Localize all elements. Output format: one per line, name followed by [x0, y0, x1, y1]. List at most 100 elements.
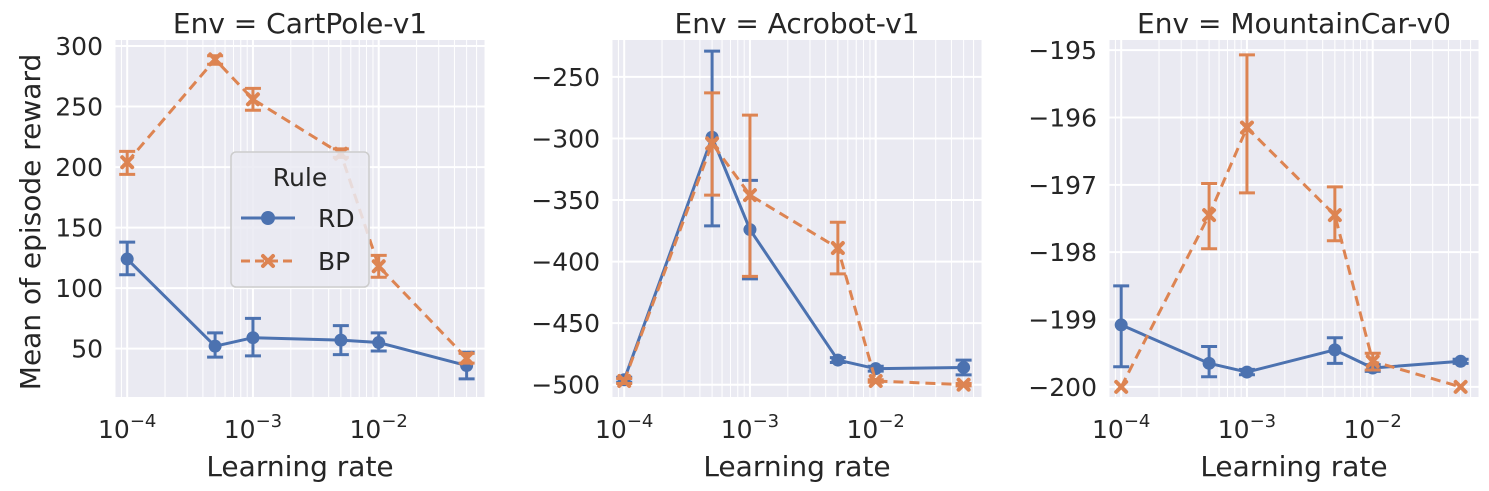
- data-point: [372, 336, 386, 350]
- data-point-stroke: [868, 373, 883, 388]
- legend: Rule RD BP: [230, 151, 370, 288]
- y-tick-label: 200: [55, 153, 103, 182]
- data-point: [1114, 379, 1129, 394]
- x-axis-label: Learning rate: [206, 450, 393, 483]
- x-tick-label: 10−3: [721, 411, 779, 444]
- data-point: [742, 188, 757, 203]
- panel-cartpole: 50 100 150 200 250 300 10−4 10−3 10−2 Env = Car…: [14, 7, 486, 483]
- data-point-stroke: [705, 136, 720, 151]
- data-point-stroke: [1239, 120, 1254, 135]
- data-point-stroke: [830, 241, 845, 256]
- x-tick-label: 10−3: [1218, 411, 1276, 444]
- legend-bp-marker: [261, 254, 275, 268]
- data-point: [830, 241, 845, 256]
- y-tick-label: 100: [55, 274, 103, 303]
- y-tick-label: 50: [71, 335, 103, 364]
- data-point: [1328, 343, 1342, 357]
- x-tick-label: 10−2: [350, 411, 408, 444]
- data-point: [246, 331, 260, 345]
- x-tick-label: 10−4: [1092, 411, 1150, 444]
- x-tick-label: 10−2: [1344, 411, 1402, 444]
- y-tick-label: −195: [1028, 36, 1097, 65]
- data-point: [120, 252, 134, 266]
- y-tick-label: −450: [531, 309, 600, 338]
- data-point: [1365, 354, 1380, 369]
- data-point: [956, 377, 971, 392]
- x-tick-label: 10−2: [847, 411, 905, 444]
- legend-rd-label: RD: [318, 204, 355, 233]
- legend-title: Rule: [273, 163, 327, 192]
- data-point: [1453, 379, 1468, 394]
- y-axis-label: Mean of episode reward: [14, 54, 47, 390]
- data-point: [334, 333, 348, 347]
- legend-rd-marker: [261, 211, 275, 225]
- data-point: [245, 92, 260, 107]
- series-line: [126, 57, 468, 360]
- y-tick-label: −300: [531, 124, 600, 153]
- series-rd: [119, 240, 475, 381]
- y-tick-label: −400: [531, 248, 600, 277]
- data-point-stroke: [245, 92, 260, 107]
- series-line: [622, 135, 964, 381]
- data-point: [868, 373, 883, 388]
- legend-bp-x-stroke: [261, 254, 275, 268]
- data-point-stroke: [742, 188, 757, 203]
- panel-title: Env = CartPole-v1: [173, 7, 427, 40]
- x-tick-label: 10−3: [224, 411, 282, 444]
- series-bp: [119, 52, 475, 366]
- data-point-stroke: [371, 259, 386, 274]
- series-bp: [1114, 53, 1468, 394]
- data-point: [208, 52, 223, 67]
- data-point-stroke: [1202, 208, 1217, 223]
- data-point-stroke: [956, 377, 971, 392]
- data-point: [1114, 318, 1128, 332]
- data-point-stroke: [1327, 208, 1342, 223]
- data-point: [957, 360, 971, 374]
- y-tick-label: 300: [55, 32, 103, 61]
- data-point: [831, 353, 845, 367]
- x-axis-label: Learning rate: [1200, 450, 1387, 483]
- data-point: [1202, 356, 1216, 370]
- data-point: [1239, 120, 1254, 135]
- data-point: [120, 155, 135, 170]
- x-tick-label: 10−4: [595, 411, 653, 444]
- data-point: [1240, 365, 1254, 379]
- panel-title: Env = MountainCar-v0: [1137, 7, 1451, 40]
- y-tick-label: −350: [531, 186, 600, 215]
- panel-mountaincar: −200 −199 −198 −197 −196 −195 10−4 10−3 10−2 En…: [1028, 7, 1480, 483]
- series-line: [1119, 126, 1462, 389]
- legend-box: [230, 151, 370, 288]
- data-point: [617, 373, 632, 388]
- legend-bp-label: BP: [318, 247, 350, 276]
- error-bar: [1238, 53, 1255, 195]
- y-tick-label: 250: [55, 93, 103, 122]
- y-tick-label: −197: [1028, 171, 1097, 200]
- series-bp: [616, 91, 972, 392]
- data-point: [1202, 208, 1217, 223]
- data-point: [1327, 208, 1342, 223]
- y-tick-label: −198: [1028, 238, 1097, 267]
- data-point: [371, 259, 386, 274]
- data-point: [705, 136, 720, 151]
- y-tick-label: −196: [1028, 103, 1097, 132]
- plot-area: [1109, 40, 1479, 397]
- panel-acrobot: −500 −450 −400 −350 −300 −250 10−4 10−3 10−2 En…: [531, 7, 983, 483]
- data-point: [1454, 354, 1468, 368]
- data-point-stroke: [120, 155, 135, 170]
- plot-area: [612, 40, 982, 397]
- y-tick-label: −199: [1028, 306, 1097, 335]
- x-axis-label: Learning rate: [703, 450, 890, 483]
- data-point: [208, 339, 222, 353]
- y-tick-label: 150: [55, 214, 103, 243]
- series-line: [622, 141, 964, 387]
- data-point-stroke: [208, 52, 223, 67]
- data-point-stroke: [1114, 379, 1129, 394]
- data-point-stroke: [459, 351, 474, 366]
- data-point-stroke: [1453, 379, 1468, 394]
- y-tick-label: −250: [531, 63, 600, 92]
- x-tick-label: 10−4: [98, 411, 156, 444]
- y-tick-label: −500: [531, 371, 600, 400]
- data-point: [459, 351, 474, 366]
- data-point-stroke: [617, 373, 632, 388]
- panel-title: Env = Acrobot-v1: [675, 7, 920, 40]
